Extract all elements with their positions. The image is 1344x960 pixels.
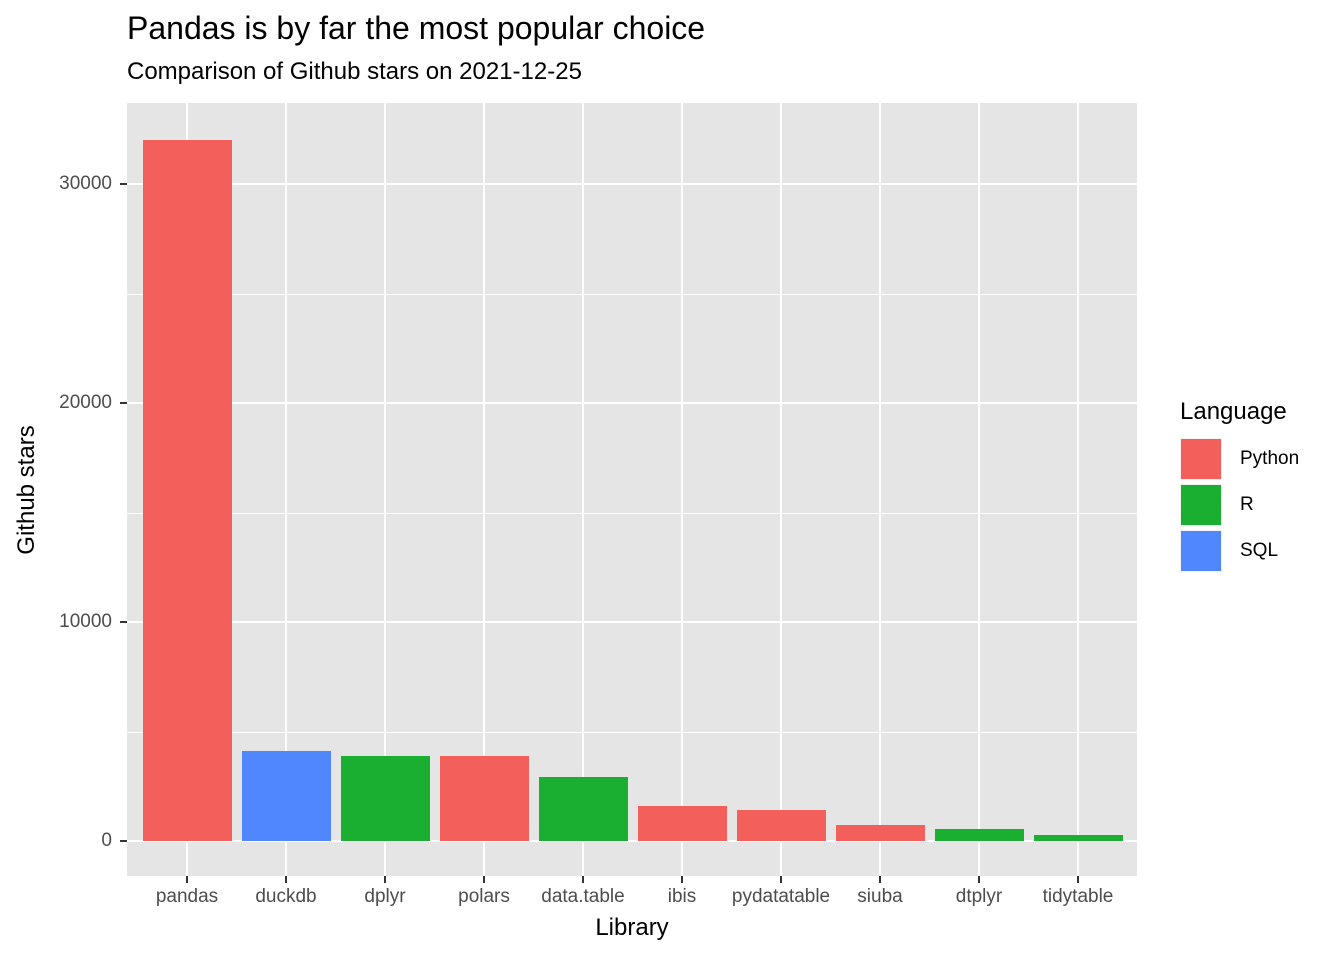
major-gridline <box>127 402 1137 404</box>
y-tick <box>120 621 127 623</box>
x-tick <box>582 876 584 883</box>
legend: Language Python R SQL <box>1180 398 1299 574</box>
bar-pydatatable <box>736 810 826 841</box>
x-tick <box>384 876 386 883</box>
minor-gridline <box>127 731 1137 733</box>
x-tick-label: duckdb <box>255 886 317 907</box>
y-axis-title: Github stars <box>13 425 40 555</box>
vertical-gridline <box>780 103 782 876</box>
legend-key-python <box>1180 438 1222 480</box>
vertical-gridline <box>483 103 485 876</box>
x-tick <box>879 876 881 883</box>
bar-dplyr <box>340 755 430 841</box>
bar-polars <box>439 755 529 841</box>
x-tick-label: pydatatable <box>731 886 831 907</box>
legend-label: Python <box>1240 448 1300 469</box>
x-tick <box>285 876 287 883</box>
legend-item-r: R <box>1180 482 1299 528</box>
x-tick-label: data.table <box>541 886 625 907</box>
x-tick-label: polars <box>458 886 510 907</box>
vertical-gridline <box>681 103 683 876</box>
x-tick-label: siuba <box>857 886 903 907</box>
vertical-gridline <box>285 103 287 876</box>
plot-panel <box>127 103 1137 876</box>
vertical-gridline <box>582 103 584 876</box>
y-tick <box>120 840 127 842</box>
x-tick <box>186 876 188 883</box>
bar-tidytable <box>1033 835 1123 841</box>
x-tick-label: tidytable <box>1042 886 1114 907</box>
chart-subtitle: Comparison of Github stars on 2021-12-25 <box>127 58 582 85</box>
y-tick <box>120 183 127 185</box>
bar-siuba <box>835 825 925 841</box>
legend-item-python: Python <box>1180 436 1299 482</box>
x-tick <box>780 876 782 883</box>
minor-gridline <box>127 512 1137 514</box>
major-gridline <box>127 621 1137 623</box>
minor-gridline <box>127 293 1137 295</box>
y-tick <box>120 402 127 404</box>
x-tick <box>681 876 683 883</box>
x-tick-label: ibis <box>667 886 697 907</box>
legend-title: Language <box>1180 398 1287 425</box>
legend-label: SQL <box>1240 540 1279 561</box>
x-tick-label: pandas <box>155 886 219 907</box>
legend-item-sql: SQL <box>1180 528 1299 574</box>
bar-duckdb <box>241 751 331 841</box>
y-tick-label: 20000 <box>59 392 112 413</box>
x-tick <box>1077 876 1079 883</box>
x-axis-title: Library <box>595 914 669 941</box>
y-tick-label: 0 <box>101 830 112 851</box>
bar-ibis <box>637 805 727 841</box>
y-tick-label: 30000 <box>59 173 112 194</box>
x-tick <box>978 876 980 883</box>
vertical-gridline <box>1077 103 1079 876</box>
x-tick-label: dtplyr <box>955 886 1003 907</box>
chart-title: Pandas is by far the most popular choice <box>127 10 706 46</box>
x-tick-label: dplyr <box>364 886 406 907</box>
vertical-gridline <box>384 103 386 876</box>
major-gridline <box>127 840 1137 842</box>
major-gridline <box>127 183 1137 185</box>
x-tick <box>483 876 485 883</box>
vertical-gridline <box>879 103 881 876</box>
bar-dtplyr <box>934 828 1024 841</box>
legend-key-r <box>1180 484 1222 526</box>
legend-key-sql <box>1180 530 1222 572</box>
vertical-gridline <box>978 103 980 876</box>
bar-data-table <box>538 777 628 841</box>
y-tick-label: 10000 <box>59 611 112 632</box>
bar-pandas <box>142 140 232 841</box>
legend-label: R <box>1240 494 1254 515</box>
